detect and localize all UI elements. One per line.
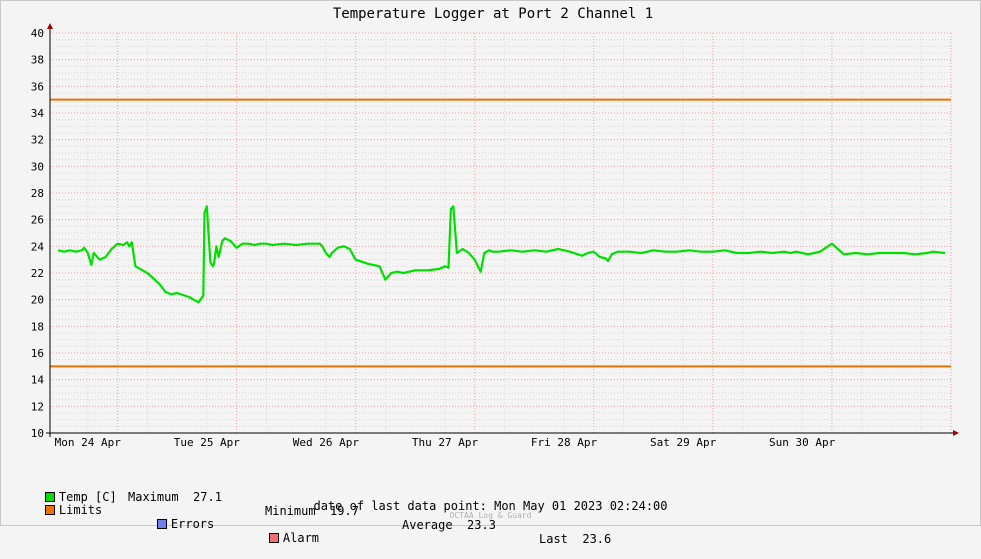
y-tick-label: 28 [31, 187, 44, 200]
series-line-temp [57, 205, 946, 304]
last-label: Last [539, 532, 568, 546]
legend-row-status: Limits Errors Alarm [16, 475, 716, 545]
y-tick-label: 30 [31, 160, 44, 173]
x-axis-arrow-icon [953, 430, 959, 436]
y-tick-label: 24 [31, 240, 45, 253]
y-tick-label: 18 [31, 320, 44, 333]
y-tick-label: 36 [31, 80, 44, 93]
x-tick-labels: Mon 24 Apr Tue 25 Apr Wed 26 Apr Thu 27 Apr… [55, 436, 836, 449]
legend-item-temp: Temp [C] [16, 476, 117, 518]
limits-swatch-icon [44, 504, 55, 515]
y-tick-label: 34 [31, 107, 45, 120]
legend-item-limits: Limits [16, 489, 102, 531]
average-value: 23.3 [467, 518, 496, 532]
last-point-value: Mon May 01 2023 02:24:00 [494, 499, 668, 513]
limit-lines [50, 98, 951, 368]
legend-limits-label: Limits [58, 503, 103, 517]
y-tick-label: 16 [31, 347, 44, 360]
last-point-label: date of last data point: [313, 499, 487, 513]
legend-item-alarm: Alarm [240, 517, 319, 559]
legend-temp-label: Temp [C] [58, 490, 117, 504]
y-tick-label: 26 [31, 214, 44, 227]
last-value: 23.6 [582, 532, 612, 546]
maximum-value: 27.1 [193, 490, 222, 504]
errors-swatch-icon [156, 518, 167, 529]
y-tick-label: 14 [31, 374, 45, 387]
temperature-chart: Temperature Logger at Port 2 Channel 1 1… [31, 6, 959, 449]
y-axis-arrow-icon [47, 23, 53, 29]
watermark: OCTAA Log & Guard [449, 511, 532, 520]
legend-last: Last 23.6 [539, 532, 611, 546]
x-tick-label: Tue 25 Apr [174, 436, 241, 449]
y-tick-labels: 10 12 14 16 18 20 22 24 26 28 30 32 34 36 38 40 [31, 27, 45, 440]
grid [50, 32, 952, 434]
y-tick-label: 20 [31, 294, 44, 307]
legend-minimum: Minimum 19.7 [265, 504, 359, 518]
y-tick-label: 10 [31, 427, 44, 440]
y-tick-label: 38 [31, 54, 44, 67]
axes [46, 23, 959, 437]
legend-average: Average 23.3 [402, 518, 496, 532]
y-tick-label: 12 [31, 400, 44, 413]
x-tick-label: Thu 27 Apr [412, 436, 479, 449]
series-layer [57, 205, 946, 304]
temp-swatch-icon [44, 491, 55, 502]
chart-frame [0, 0, 981, 526]
x-tick-label: Sun 30 Apr [769, 436, 836, 449]
chart-title: Temperature Logger at Port 2 Channel 1 [333, 6, 653, 22]
minimum-value: 19.7 [330, 504, 359, 518]
y-tick-label: 32 [31, 134, 44, 147]
x-tick-label: Wed 26 Apr [293, 436, 360, 449]
minimum-label: Minimum [265, 504, 316, 518]
x-tick-label: Sat 29 Apr [650, 436, 717, 449]
maximum-label: Maximum [128, 490, 179, 504]
legend-alarm-label: Alarm [282, 531, 320, 545]
average-label: Average [402, 518, 453, 532]
y-tick-label: 22 [31, 267, 44, 280]
y-tick-label: 40 [31, 27, 44, 40]
alarm-swatch-icon [268, 532, 279, 543]
x-tick-label: Mon 24 Apr [55, 436, 122, 449]
last-data-point: date of last data point: Mon May 01 2023… [0, 499, 981, 513]
legend-maximum: Maximum 27.1 [128, 490, 222, 504]
x-tick-label: Fri 28 Apr [531, 436, 598, 449]
